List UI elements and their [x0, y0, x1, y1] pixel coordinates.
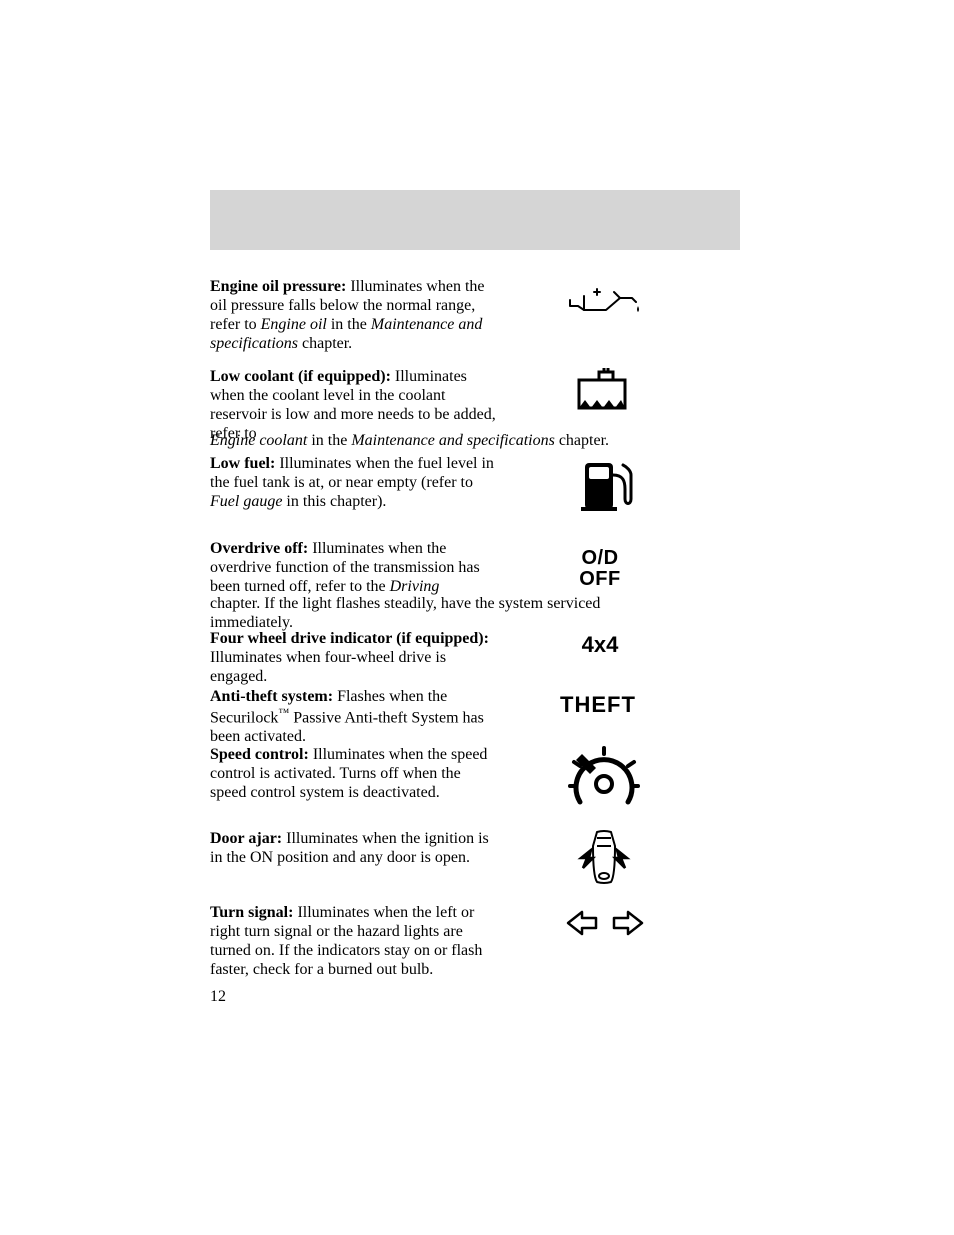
- section-od-full: chapter. If the light flashes steadily, …: [210, 595, 670, 633]
- para-od-narrow: Overdrive off: Illuminates when the over…: [210, 540, 500, 597]
- turn-signal-icon: [560, 908, 650, 938]
- para-speed: Speed control: Illuminates when the spee…: [210, 746, 500, 803]
- lead-turn: Turn signal:: [210, 904, 293, 921]
- oil-pressure-icon: [560, 284, 650, 318]
- section-turn-narrow: Turn signal: Illuminates when the left o…: [210, 904, 500, 980]
- section-door: Door ajar: Illuminates when the ignition…: [210, 830, 500, 868]
- lead-door: Door ajar:: [210, 830, 282, 847]
- lead-oil: Engine oil pressure:: [210, 278, 346, 295]
- overdrive-off-icon: O/D OFF: [560, 548, 640, 590]
- lead-od: Overdrive off:: [210, 540, 308, 557]
- para-turn-narrow: Turn signal: Illuminates when the left o…: [210, 904, 500, 980]
- para-theft: Anti-theft system: Flashes when the Secu…: [210, 688, 500, 747]
- section-theft: Anti-theft system: Flashes when the Secu…: [210, 688, 500, 747]
- section-fuel: Low fuel: Illuminates when the fuel leve…: [210, 455, 500, 512]
- para-fourwd: Four wheel drive indicator (if equipped)…: [210, 630, 500, 687]
- section-speed: Speed control: Illuminates when the spee…: [210, 746, 500, 803]
- fourx-text: 4x4: [582, 632, 619, 658]
- four-wheel-drive-icon: 4x4: [560, 632, 640, 658]
- para-coolant-full: Engine coolant in the Maintenance and sp…: [210, 432, 740, 451]
- lead-fuel: Low fuel:: [210, 455, 275, 472]
- low-coolant-icon: [572, 366, 632, 414]
- lead-fourwd: Four wheel drive indicator (if equipped)…: [210, 630, 489, 647]
- door-ajar-icon: [574, 828, 634, 886]
- lead-coolant: Low coolant (if equipped):: [210, 368, 391, 385]
- para-od-full: chapter. If the light flashes steadily, …: [210, 595, 670, 633]
- lead-theft: Anti-theft system:: [210, 688, 333, 705]
- para-door: Door ajar: Illuminates when the ignition…: [210, 830, 500, 868]
- page-number: 12: [210, 988, 226, 1006]
- low-fuel-icon: [572, 455, 642, 515]
- para-oil: Engine oil pressure: Illuminates when th…: [210, 278, 500, 354]
- section-oil: Engine oil pressure: Illuminates when th…: [210, 278, 500, 354]
- section-od-narrow: Overdrive off: Illuminates when the over…: [210, 540, 500, 597]
- speed-control-icon: [564, 746, 644, 816]
- od-off-text: O/D OFF: [579, 548, 621, 590]
- section-coolant-full: Engine coolant in the Maintenance and sp…: [210, 432, 740, 451]
- theft-icon: THEFT: [548, 692, 648, 718]
- theft-text: THEFT: [560, 692, 636, 718]
- chapter-header-bar: [210, 190, 740, 250]
- section-fourwd: Four wheel drive indicator (if equipped)…: [210, 630, 500, 687]
- lead-speed: Speed control:: [210, 746, 309, 763]
- para-fuel: Low fuel: Illuminates when the fuel leve…: [210, 455, 500, 512]
- document-page: Engine oil pressure: Illuminates when th…: [0, 0, 954, 1235]
